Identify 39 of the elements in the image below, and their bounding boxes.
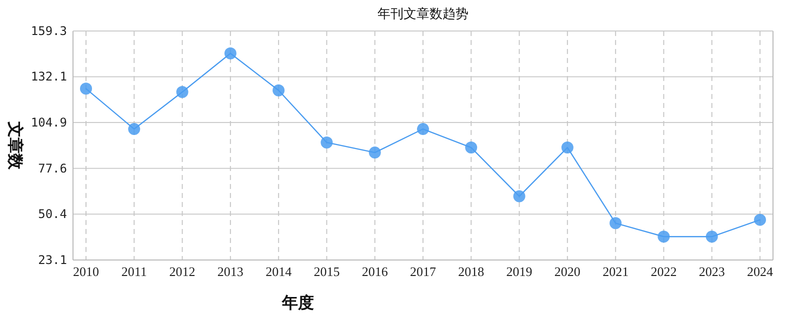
x-tick-label: 2017 — [410, 264, 436, 279]
x-tick-label: 2022 — [650, 264, 677, 279]
x-tick-label: 2018 — [458, 264, 484, 279]
y-tick-label: 23.1 — [38, 253, 67, 267]
point — [417, 123, 429, 136]
x-tick-label: 2016 — [362, 264, 388, 279]
point — [610, 217, 622, 230]
x-axis-title: 年度 — [281, 293, 314, 312]
point — [80, 82, 92, 95]
x-tick-label: 2010 — [73, 264, 99, 279]
y-tick-label: 132.1 — [30, 70, 67, 84]
x-tick-label: 2011 — [121, 264, 147, 279]
point — [658, 230, 670, 243]
point — [368, 146, 381, 159]
x-tick-label: 2024 — [747, 264, 774, 279]
point — [513, 190, 526, 202]
point — [465, 142, 478, 154]
x-tick-label: 2023 — [698, 264, 725, 279]
point — [706, 230, 718, 243]
point — [320, 136, 333, 148]
point — [272, 84, 285, 96]
x-tick-label: 2014 — [266, 264, 292, 279]
x-tick-label: 2015 — [314, 264, 340, 279]
point — [754, 214, 766, 226]
point — [224, 47, 236, 60]
chart-title: 年刊文章数趋势 — [378, 6, 468, 21]
y-tick-label: 77.6 — [38, 161, 67, 176]
y-tick-label: 50.4 — [38, 207, 67, 222]
point — [561, 142, 574, 154]
x-tick-label: 2021 — [602, 264, 629, 279]
y-tick-label: 104.9 — [30, 115, 67, 130]
x-tick-label: 2019 — [506, 264, 532, 279]
point — [128, 123, 140, 136]
y-tick-label: 159.3 — [30, 24, 67, 38]
point — [176, 86, 188, 98]
x-tick-label: 2020 — [554, 264, 580, 279]
x-tick-label: 2012 — [169, 264, 196, 279]
y-axis-title: 文章数 — [6, 120, 24, 170]
x-tick-label: 2013 — [217, 264, 244, 279]
